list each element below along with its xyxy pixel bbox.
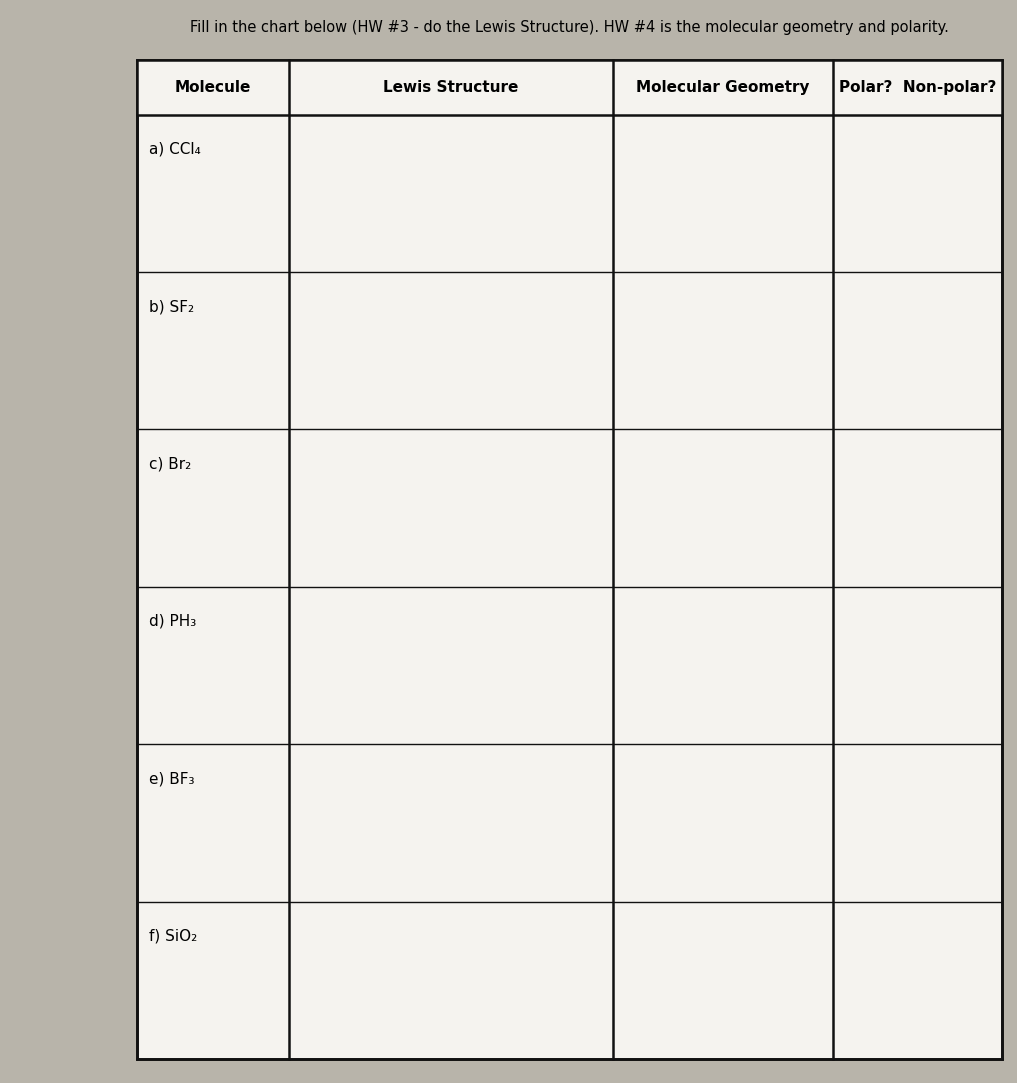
Text: f) SiO₂: f) SiO₂	[149, 929, 197, 944]
Bar	[137, 60, 1002, 115]
Text: d) PH₃: d) PH₃	[149, 614, 196, 629]
Text: Polar?  Non-polar?: Polar? Non-polar?	[839, 79, 996, 94]
Bar	[137, 60, 1002, 1059]
Text: a) CCl₄: a) CCl₄	[149, 142, 201, 157]
Text: b) SF₂: b) SF₂	[149, 299, 194, 314]
Text: Molecular Geometry: Molecular Geometry	[637, 79, 810, 94]
Text: e) BF₃: e) BF₃	[149, 771, 195, 786]
Text: Lewis Structure: Lewis Structure	[383, 79, 519, 94]
Text: c) Br₂: c) Br₂	[149, 457, 192, 471]
Text: Molecule: Molecule	[175, 79, 251, 94]
Text: Fill in the chart below (HW #3 - do the Lewis Structure). HW #4 is the molecular: Fill in the chart below (HW #3 - do the …	[190, 19, 949, 35]
